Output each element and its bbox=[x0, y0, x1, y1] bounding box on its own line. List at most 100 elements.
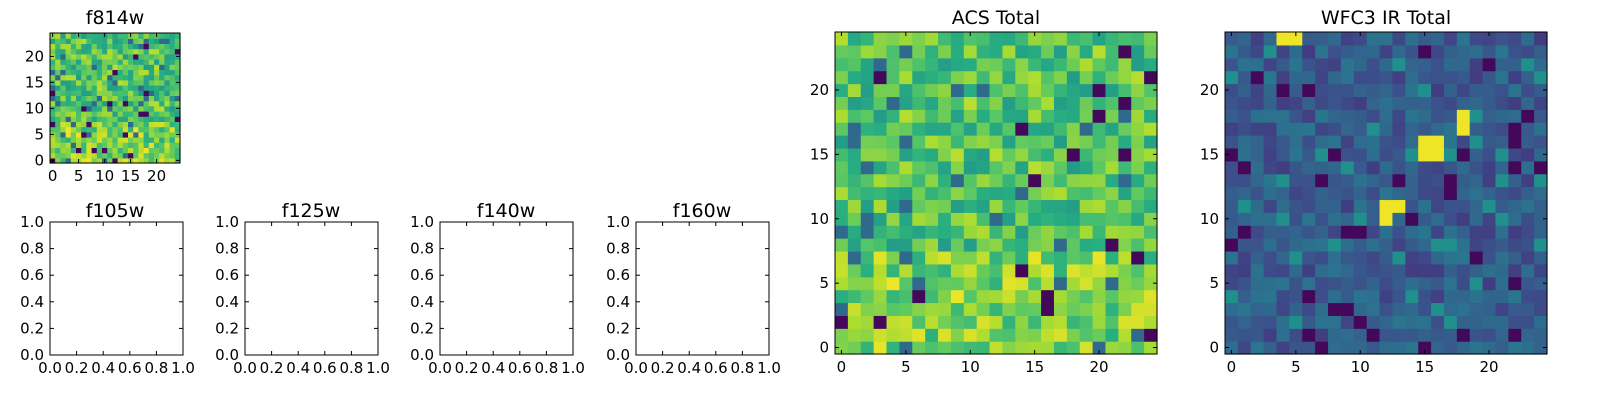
heatmap-cell bbox=[1028, 32, 1042, 46]
heatmap-cell bbox=[1328, 250, 1342, 265]
heatmap-cell bbox=[1456, 238, 1471, 252]
heatmap-cell bbox=[912, 263, 926, 278]
heatmap-cell bbox=[925, 160, 939, 175]
heatmap-cell bbox=[138, 157, 145, 164]
heatmap-cell bbox=[1443, 122, 1458, 136]
heatmap-cell bbox=[1237, 57, 1252, 72]
heatmap-cell bbox=[899, 186, 913, 201]
heatmap-cell bbox=[925, 238, 939, 252]
heatmap-cell bbox=[1456, 147, 1471, 162]
heatmap-cell bbox=[138, 90, 145, 96]
heatmap-cell bbox=[1225, 122, 1239, 136]
heatmap-cell bbox=[1379, 32, 1394, 46]
heatmap-cell bbox=[164, 53, 171, 60]
heatmap-cell bbox=[86, 38, 93, 44]
heatmap-cell bbox=[835, 238, 849, 252]
heatmap-cell bbox=[1431, 289, 1445, 304]
heatmap-cell bbox=[154, 137, 160, 143]
heatmap-cell bbox=[976, 96, 991, 110]
heatmap-cell bbox=[1315, 122, 1329, 136]
heatmap-cell bbox=[1366, 186, 1381, 201]
heatmap-cell bbox=[1066, 160, 1081, 175]
heatmap-cell bbox=[169, 95, 176, 102]
heatmap-cell bbox=[1092, 289, 1107, 304]
heatmap-cell bbox=[1353, 199, 1368, 213]
heatmap-cell bbox=[1079, 83, 1094, 97]
heatmap-cell bbox=[154, 100, 160, 107]
heatmap-cell bbox=[976, 212, 991, 226]
heatmap-cell bbox=[91, 69, 98, 76]
heatmap-cell bbox=[1443, 135, 1458, 149]
heatmap-cell bbox=[86, 64, 93, 70]
heatmap-cell bbox=[1041, 302, 1055, 316]
heatmap-cell bbox=[138, 105, 145, 112]
x-tick-label: 5 bbox=[1291, 358, 1301, 376]
heatmap-cell bbox=[91, 100, 98, 107]
heatmap-cell bbox=[886, 96, 900, 110]
heatmap-cell bbox=[1469, 263, 1484, 278]
heatmap-cell bbox=[1418, 328, 1432, 342]
heatmap-cell bbox=[938, 57, 952, 72]
heatmap-cell bbox=[96, 111, 103, 117]
heatmap-cell bbox=[1144, 160, 1158, 175]
heatmap-cell bbox=[138, 59, 145, 65]
heatmap-cell bbox=[1405, 122, 1419, 136]
heatmap-cell bbox=[989, 212, 1004, 226]
heatmap-cell bbox=[122, 147, 129, 154]
heatmap-cell bbox=[1379, 212, 1394, 226]
heatmap-cell bbox=[1015, 96, 1029, 110]
heatmap-cell bbox=[65, 38, 72, 44]
heatmap-cell bbox=[159, 116, 165, 122]
heatmap-cell bbox=[1028, 263, 1042, 278]
heatmap-cell bbox=[976, 122, 991, 136]
heatmap-cell bbox=[65, 85, 72, 91]
heatmap-cell bbox=[835, 44, 849, 59]
heatmap-cell bbox=[1237, 70, 1252, 85]
heatmap-cell bbox=[886, 173, 900, 188]
heatmap-cell bbox=[107, 64, 113, 70]
heatmap-cell bbox=[112, 121, 119, 128]
heatmap-cell bbox=[1392, 96, 1406, 110]
x-tick-label: 0.8 bbox=[339, 359, 363, 377]
heatmap-cell bbox=[55, 95, 61, 102]
heatmap-cell bbox=[50, 69, 56, 76]
heatmap-cell bbox=[1521, 44, 1535, 59]
heatmap-cell bbox=[1053, 276, 1068, 291]
heatmap-cell bbox=[1456, 135, 1471, 149]
y-tick-label: 0 bbox=[34, 151, 44, 169]
heatmap-cell bbox=[1105, 57, 1119, 72]
heatmap-cell bbox=[1276, 225, 1290, 239]
heatmap-cell bbox=[76, 147, 82, 154]
heatmap-cell bbox=[81, 53, 87, 60]
heatmap-cell bbox=[1079, 173, 1094, 188]
heatmap-cell bbox=[963, 96, 978, 110]
heatmap-cell bbox=[102, 152, 108, 159]
heatmap-cell bbox=[143, 111, 150, 117]
heatmap-cell bbox=[1521, 173, 1535, 188]
heatmap-cell bbox=[938, 199, 952, 213]
heatmap-cell bbox=[91, 59, 98, 65]
heatmap-cell bbox=[55, 157, 61, 164]
heatmap-cell bbox=[835, 122, 849, 136]
heatmap-cell bbox=[117, 131, 124, 138]
heatmap-cell bbox=[1302, 212, 1316, 226]
heatmap-cell bbox=[899, 32, 913, 46]
heatmap-cell bbox=[159, 147, 165, 154]
heatmap-cell bbox=[1431, 276, 1445, 291]
heatmap-cell bbox=[143, 53, 150, 60]
heatmap-cell bbox=[1118, 212, 1132, 226]
heatmap-cell bbox=[76, 116, 82, 122]
heatmap-cell bbox=[91, 131, 98, 138]
heatmap-cell bbox=[86, 131, 93, 138]
heatmap-cell bbox=[1041, 341, 1055, 355]
heatmap-cell bbox=[76, 38, 82, 44]
heatmap-cell bbox=[50, 64, 56, 70]
heatmap-cell bbox=[50, 152, 56, 159]
heatmap-cell bbox=[1118, 70, 1132, 85]
heatmap-cell bbox=[1105, 96, 1119, 110]
heatmap-cell bbox=[963, 302, 978, 316]
heatmap-cell bbox=[76, 95, 82, 102]
heatmap-cell bbox=[912, 122, 926, 136]
heatmap-cell bbox=[1508, 289, 1522, 304]
heatmap-cell bbox=[1015, 57, 1029, 72]
